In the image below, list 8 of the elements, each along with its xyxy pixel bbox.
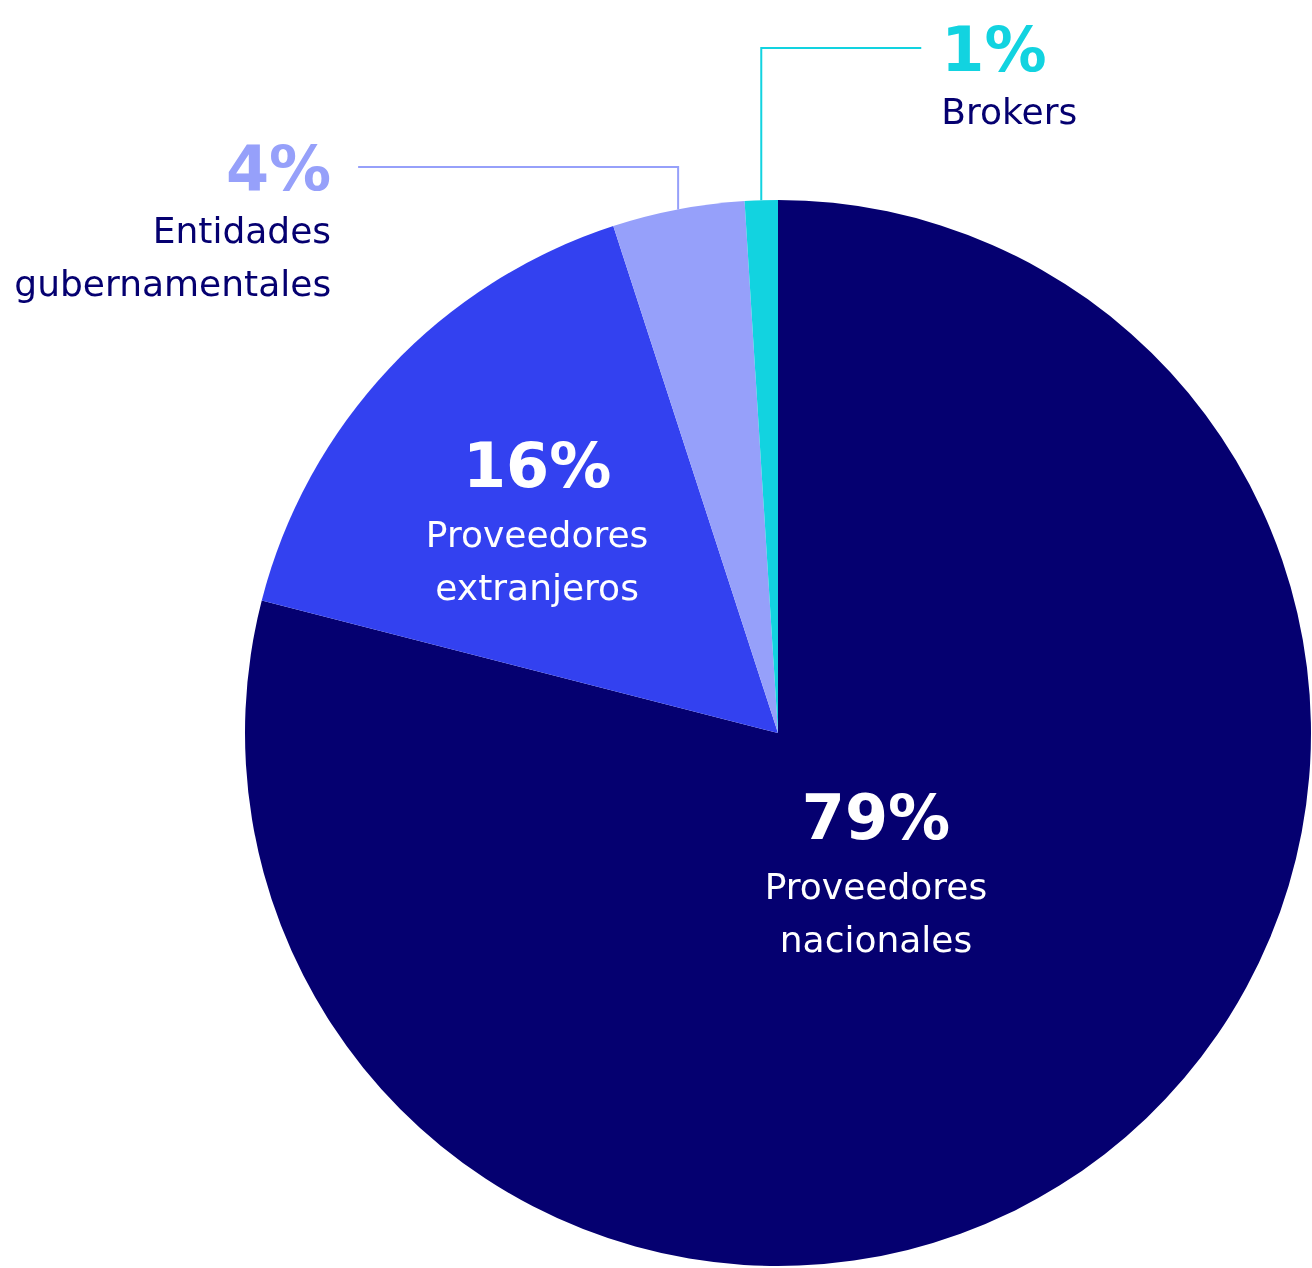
data-label: 4%	[225, 132, 332, 205]
data-label: 79%	[801, 781, 951, 855]
data-label: 16%	[462, 428, 612, 502]
slice-label: Brokers	[941, 91, 1078, 132]
slice-label: Proveedores extranjeros	[425, 513, 649, 608]
slice-label: Entidades gubernamentales	[14, 210, 332, 304]
data-label: 1%	[941, 13, 1047, 86]
slice-label: Proveedores nacionales	[764, 866, 988, 961]
